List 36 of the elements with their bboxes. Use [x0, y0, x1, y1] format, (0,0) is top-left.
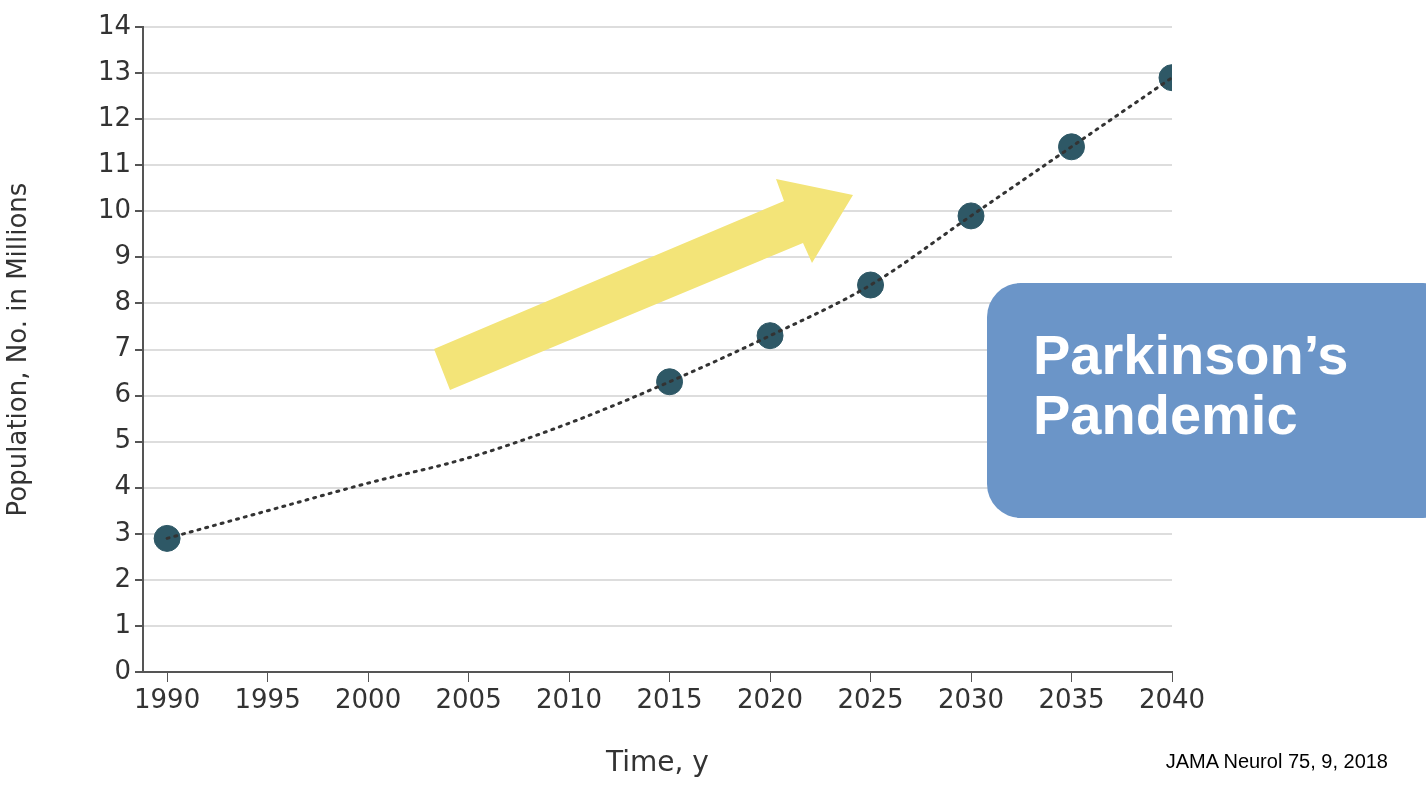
y-tick-label: 14: [97, 9, 131, 40]
y-tick-label: 5: [114, 424, 131, 455]
x-tick-label: 1990: [134, 684, 201, 715]
x-tick-label: 2020: [736, 684, 804, 715]
y-tick-label: 12: [97, 101, 131, 132]
x-tick-label: 2025: [837, 684, 904, 715]
y-tick-label: 1: [114, 608, 131, 639]
y-tick-label: 6: [114, 378, 131, 409]
point: [656, 368, 684, 396]
point: [957, 202, 985, 230]
y-tick-label: 4: [114, 470, 131, 501]
y-tick-label: 7: [114, 332, 131, 363]
x-tick-label: 2040: [1138, 684, 1206, 715]
x-tick-label: 2030: [937, 684, 1005, 715]
y-tick-label: 8: [114, 286, 131, 317]
x-tick-label: 2005: [435, 684, 502, 715]
y-axis-title: Population, No. in Millions: [2, 182, 33, 517]
y-tick-label: 2: [114, 562, 131, 593]
point: [1058, 133, 1086, 161]
x-tick-label: 1995: [234, 684, 301, 715]
y-tick-label: 0: [114, 654, 131, 685]
text: JAMA Neurol 75, 9, 2018: [1165, 750, 1388, 773]
point: [153, 524, 181, 552]
point: [857, 271, 885, 299]
y-tick-label: 13: [97, 55, 131, 86]
point: [756, 322, 784, 350]
y-tick-label: 11: [97, 147, 131, 178]
x-tick-label: 2010: [535, 684, 603, 715]
y-tick-label: 3: [114, 516, 131, 547]
x-axis-title: Time, y: [605, 745, 709, 779]
x-tick-label: 2035: [1038, 684, 1105, 715]
x-tick-label: 2000: [335, 684, 402, 715]
x-tick-label: 2015: [636, 684, 703, 715]
y-tick-label: 10: [97, 194, 131, 225]
y-tick-label: 9: [114, 240, 131, 271]
annotation: Parkinson’s Pandemic: [1033, 323, 1350, 447]
